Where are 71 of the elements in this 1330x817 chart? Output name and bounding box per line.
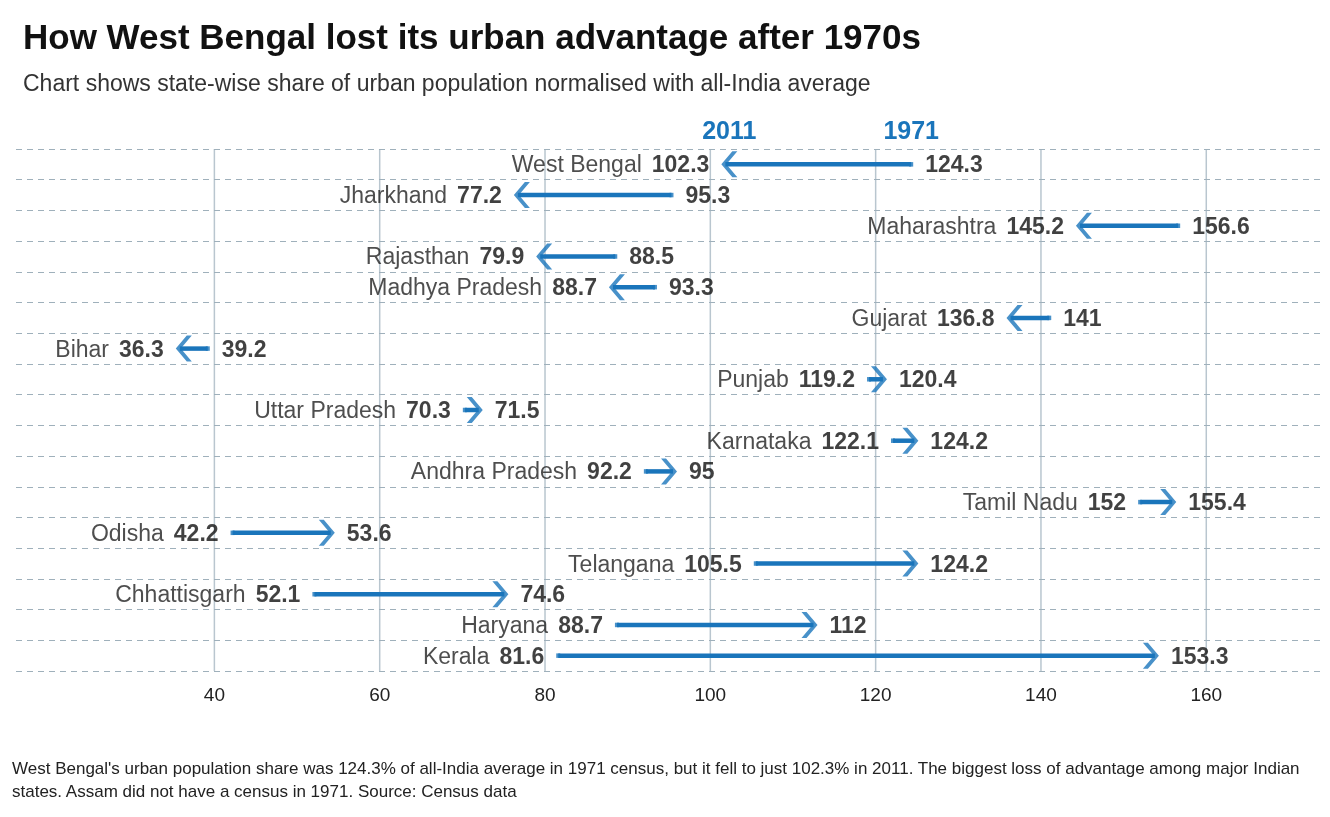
point [753,561,758,566]
point [867,377,872,382]
chart-title: How West Bengal lost its urban advantage after 1970s [23,17,921,56]
data-label: 119.2 [798,366,856,393]
y-tick-label: Chhattisgarh [115,581,246,608]
data-label: 102.3 [651,151,710,178]
y-tick-label: Rajasthan [365,243,470,270]
x-tick-label: 80 [534,684,556,705]
data-label: 53.6 [346,519,392,546]
y-tick-label: Madhya Pradesh [368,274,543,301]
y-tick-label: Maharashtra [867,212,997,239]
data-label: 88.5 [629,243,675,270]
x-tick-label: 40 [203,684,225,705]
data-label: 36.3 [119,335,164,362]
data-label: 88.7 [558,611,603,638]
series-label: 2011 [702,115,757,144]
y-tick-label: Gujarat [851,304,928,331]
data-label: 124.2 [930,427,988,454]
data-label: 145.2 [1006,212,1064,239]
data-label: 92.2 [587,458,632,485]
data-label: 95 [689,458,715,485]
data-label: 42.2 [173,519,219,546]
y-tick-label: Karnataka [706,427,812,454]
y-tick-label: Kerala [422,642,490,669]
data-label: 156.6 [1192,212,1250,239]
data-label: 141 [1063,304,1102,331]
data-label: 79.9 [479,243,525,270]
chart-subtitle: Chart shows state-wise share of urban population normalised with all-India average [23,69,871,96]
point [909,162,914,167]
data-label: 95.3 [685,182,731,209]
data-label: 39.2 [221,335,267,362]
data-label: 88.7 [552,274,597,301]
y-tick-label: Punjab [717,366,789,393]
data-label: 120.4 [898,366,957,393]
y-tick-label: Tamil Nadu [962,489,1078,516]
data-label: 93.3 [668,274,714,301]
data-label: 71.5 [494,397,540,423]
x-tick-label: 60 [369,684,391,705]
data-label: 124.3 [925,151,983,178]
y-tick-label: Telangana [568,550,675,577]
series-label: 1971 [883,115,940,144]
x-tick-label: 160 [1190,684,1223,705]
x-tick-label: 120 [859,684,892,705]
y-tick-label: Haryana [461,611,549,638]
data-label: 70.3 [406,397,451,423]
data-label: 112 [829,611,867,638]
data-label: 52.1 [255,581,301,608]
point [556,653,561,658]
data-label: 77.2 [457,182,502,209]
point [613,254,618,259]
data-label: 122.1 [821,427,880,454]
y-tick-label: Uttar Pradesh [254,397,397,423]
y-tick-label: Odisha [90,519,165,546]
y-tick-label: West Bengal [511,151,642,178]
data-label: 152 [1087,489,1127,516]
data-label: 153.3 [1170,642,1229,669]
x-tick-label: 140 [1025,684,1057,705]
y-tick-label: Jharkhand [339,182,448,209]
data-label: 124.2 [930,550,988,577]
data-label: 74.6 [520,581,566,608]
y-tick-label: Andhra Pradesh [410,458,578,485]
data-label: 136.8 [936,304,995,331]
point [205,346,210,351]
point [643,469,648,474]
point [891,438,895,443]
text: West Bengal's urban population share was 124.3% of all-India average in 1971 census, but it fell to just 102.3% in 2011. The biggest loss of advantage among major Indian states. Assam did not have a census in 1971. Source: Census data [12,759,1305,801]
y-tick-label: Bihar [55,335,110,362]
data-label: 155.4 [1188,489,1247,516]
x-tick-label: 100 [694,684,727,705]
data-label: 81.6 [499,642,545,669]
data-label: 105.5 [684,550,742,577]
